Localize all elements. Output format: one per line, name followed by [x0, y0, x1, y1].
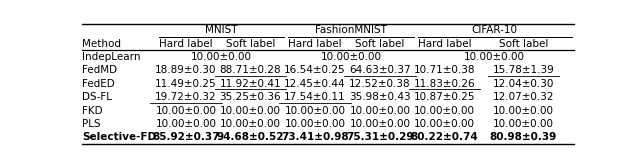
Text: 10.00±0.00: 10.00±0.00	[284, 119, 346, 129]
Text: FKD: FKD	[83, 106, 103, 116]
Text: 73.41±0.98: 73.41±0.98	[281, 132, 349, 142]
Text: 10.00±0.00: 10.00±0.00	[320, 52, 381, 62]
Text: 10.00±0.00: 10.00±0.00	[284, 106, 346, 116]
Text: 18.89±0.30: 18.89±0.30	[155, 65, 217, 76]
Text: 10.00±0.00: 10.00±0.00	[156, 106, 216, 116]
Text: 19.72±0.32: 19.72±0.32	[155, 92, 217, 102]
Text: Soft label: Soft label	[226, 39, 275, 49]
Text: 11.92±0.41: 11.92±0.41	[220, 79, 281, 89]
Text: Method: Method	[83, 39, 122, 49]
Text: FedED: FedED	[83, 79, 115, 89]
Text: 12.52±0.38: 12.52±0.38	[349, 79, 411, 89]
Text: 10.00±0.00: 10.00±0.00	[493, 119, 554, 129]
Text: FedMD: FedMD	[83, 65, 118, 76]
Text: 11.83±0.26: 11.83±0.26	[413, 79, 476, 89]
Text: 12.04±0.30: 12.04±0.30	[493, 79, 554, 89]
Text: 10.00±0.00: 10.00±0.00	[414, 119, 475, 129]
Text: 16.54±0.25: 16.54±0.25	[284, 65, 346, 76]
Text: 10.00±0.00: 10.00±0.00	[220, 106, 281, 116]
Text: 10.00±0.00: 10.00±0.00	[349, 106, 410, 116]
Text: 85.92±0.37: 85.92±0.37	[152, 132, 220, 142]
Text: 10.71±0.38: 10.71±0.38	[414, 65, 476, 76]
Text: 17.54±0.11: 17.54±0.11	[284, 92, 346, 102]
Text: MNIST: MNIST	[205, 25, 237, 35]
Text: 94.68±0.52: 94.68±0.52	[216, 132, 284, 142]
Text: Soft label: Soft label	[499, 39, 548, 49]
Text: IndepLearn: IndepLearn	[83, 52, 141, 62]
Text: PLS: PLS	[83, 119, 101, 129]
Text: 10.00±0.00: 10.00±0.00	[156, 119, 216, 129]
Text: Hard label: Hard label	[418, 39, 472, 49]
Text: 10.00±0.00: 10.00±0.00	[349, 119, 410, 129]
Text: 15.78±1.39: 15.78±1.39	[493, 65, 554, 76]
Text: DS-FL: DS-FL	[83, 92, 113, 102]
Text: Soft label: Soft label	[355, 39, 404, 49]
Text: 10.87±0.25: 10.87±0.25	[414, 92, 476, 102]
Text: 12.07±0.32: 12.07±0.32	[493, 92, 554, 102]
Text: 12.45±0.44: 12.45±0.44	[284, 79, 346, 89]
Text: Hard label: Hard label	[288, 39, 342, 49]
Text: 80.98±0.39: 80.98±0.39	[490, 132, 557, 142]
Text: 10.00±0.00: 10.00±0.00	[464, 52, 525, 62]
Text: 88.71±0.28: 88.71±0.28	[220, 65, 281, 76]
Text: 64.63±0.37: 64.63±0.37	[349, 65, 411, 76]
Text: 11.49±0.25: 11.49±0.25	[155, 79, 217, 89]
Text: 10.00±0.00: 10.00±0.00	[191, 52, 252, 62]
Text: 10.00±0.00: 10.00±0.00	[414, 106, 475, 116]
Text: CIFAR-10: CIFAR-10	[472, 25, 518, 35]
Text: 10.00±0.00: 10.00±0.00	[493, 106, 554, 116]
Text: Hard label: Hard label	[159, 39, 212, 49]
Text: 80.22±0.74: 80.22±0.74	[411, 132, 479, 142]
Text: 35.25±0.36: 35.25±0.36	[220, 92, 281, 102]
Text: 10.00±0.00: 10.00±0.00	[220, 119, 281, 129]
Text: 35.98±0.43: 35.98±0.43	[349, 92, 411, 102]
Text: Selective-FD: Selective-FD	[83, 132, 157, 142]
Text: FashionMNIST: FashionMNIST	[315, 25, 387, 35]
Text: 75.31±0.29: 75.31±0.29	[346, 132, 413, 142]
